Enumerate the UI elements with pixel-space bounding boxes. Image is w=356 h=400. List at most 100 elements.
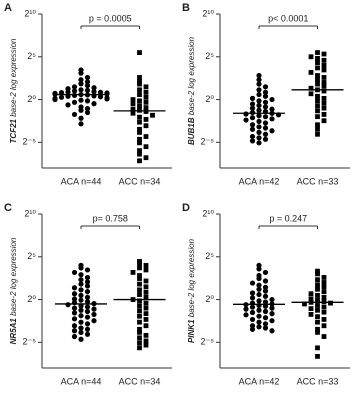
point	[321, 280, 327, 285]
y-axis-text: base-2 log expression	[9, 38, 18, 119]
point	[71, 88, 78, 94]
point	[137, 148, 142, 153]
y-tick-label: 2¹⁰	[202, 8, 214, 18]
y-tick-label: 2¹⁰	[24, 208, 36, 218]
point	[315, 56, 320, 61]
point	[78, 265, 84, 271]
point	[137, 335, 142, 341]
point	[308, 306, 314, 312]
point	[262, 288, 269, 294]
point	[256, 98, 262, 104]
y-tick-label: 2⁰	[27, 94, 36, 104]
point	[78, 319, 84, 325]
x-tick-label: ACC n=34	[119, 376, 161, 386]
y-axis-title: PINK1 base-2 log expression	[187, 238, 196, 343]
point	[315, 303, 320, 308]
point	[321, 80, 327, 85]
point	[321, 304, 327, 310]
point	[315, 345, 320, 351]
point	[269, 116, 275, 122]
point	[78, 277, 84, 283]
point	[137, 75, 142, 80]
point	[256, 266, 262, 272]
y-tick-label: 2⁵	[27, 51, 36, 61]
point	[256, 107, 262, 113]
point	[321, 284, 327, 290]
point	[256, 118, 262, 125]
point	[256, 302, 262, 309]
point	[262, 284, 269, 290]
point	[91, 311, 97, 318]
point	[84, 106, 91, 112]
point	[256, 275, 262, 282]
panel: C NR5A1 base-2 log expression 2⁻⁵ 2⁰ 2⁵ 2¹⁰ p=…	[4, 202, 172, 386]
point	[84, 274, 91, 281]
panel-label: D	[182, 202, 190, 214]
point	[308, 85, 314, 91]
point	[143, 278, 149, 284]
point	[65, 89, 71, 95]
point	[256, 291, 262, 298]
point	[315, 353, 320, 359]
panel-label: C	[4, 202, 12, 214]
point	[137, 129, 142, 135]
point	[308, 296, 314, 302]
y-axis-text: base-2 log expression	[187, 238, 196, 319]
point	[262, 131, 269, 137]
point	[256, 72, 262, 79]
point	[262, 315, 269, 321]
point	[143, 284, 149, 290]
point	[137, 98, 142, 104]
point	[249, 138, 256, 144]
point	[262, 93, 269, 99]
x-tick-label: ACC n=33	[297, 176, 339, 186]
point	[104, 96, 110, 102]
point	[143, 305, 149, 311]
point	[262, 136, 269, 142]
y-axis-title: BUB1B base-2 log expression	[187, 36, 196, 145]
point	[321, 317, 327, 322]
point	[137, 345, 142, 351]
point	[78, 70, 84, 76]
point	[91, 318, 97, 324]
point	[315, 108, 320, 114]
point	[71, 92, 78, 99]
point	[315, 122, 320, 128]
y-tick-label: 2⁵	[205, 251, 214, 261]
point	[262, 325, 269, 331]
point	[269, 96, 275, 103]
point	[143, 289, 149, 295]
y-axis-gene: BUB1B	[187, 117, 196, 145]
point	[137, 329, 142, 335]
point	[321, 118, 327, 124]
p-value: p = 0.247	[269, 213, 307, 223]
y-tick-label: 2¹⁰	[202, 208, 214, 218]
y-tick-label: 2¹⁰	[24, 8, 36, 18]
point	[249, 304, 256, 310]
point	[84, 314, 91, 320]
p-value: p< 0.0001	[268, 13, 308, 23]
point	[321, 95, 327, 101]
y-tick-label: 2⁰	[27, 294, 36, 304]
point	[315, 286, 320, 292]
point	[71, 333, 78, 340]
panel-label: A	[4, 2, 12, 14]
point	[143, 99, 149, 105]
point	[78, 297, 84, 303]
point	[315, 93, 320, 99]
point	[249, 326, 256, 332]
point	[137, 158, 142, 164]
point	[321, 75, 327, 80]
point	[321, 57, 327, 63]
point	[78, 307, 84, 313]
y-tick-label: 2⁻⁵	[23, 137, 37, 147]
point	[137, 298, 142, 304]
point	[71, 285, 78, 291]
panel: D PINK1 base-2 log expression 2⁻⁵ 2⁰ 2⁵ 2¹⁰ p …	[182, 202, 350, 386]
point	[137, 265, 142, 271]
point	[78, 115, 84, 121]
point	[262, 114, 269, 120]
point	[315, 329, 320, 335]
point	[315, 314, 320, 320]
point	[249, 290, 256, 296]
